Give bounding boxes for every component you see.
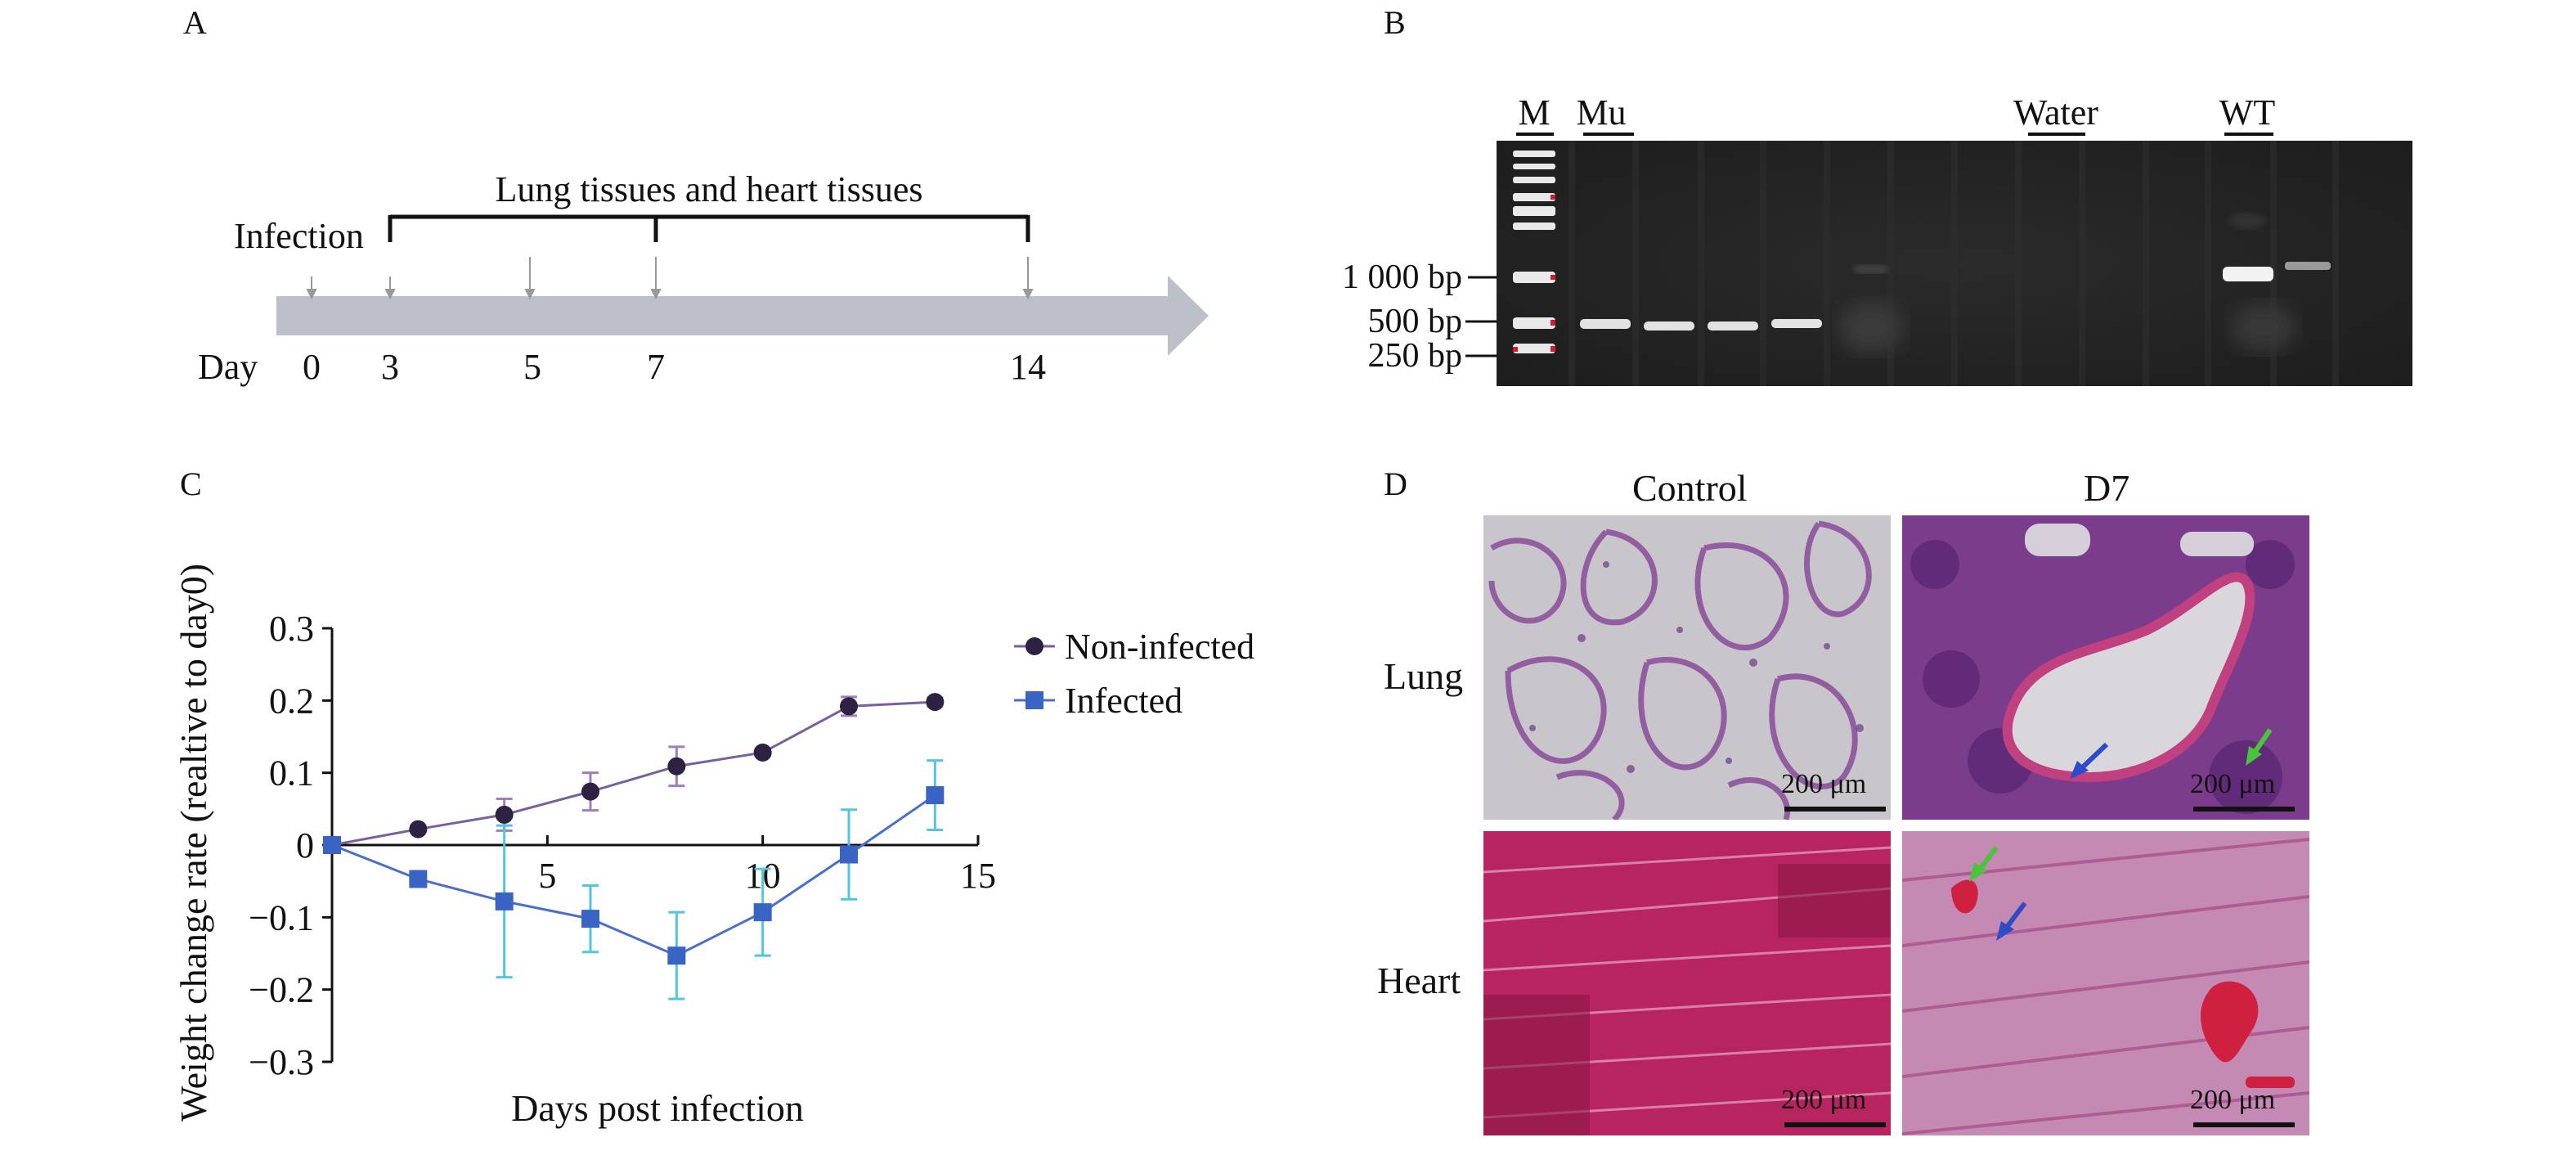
panel-c-letter: C bbox=[180, 465, 202, 502]
y-tick-label: 0 bbox=[296, 825, 314, 866]
data-point bbox=[581, 910, 599, 928]
series-line bbox=[331, 794, 936, 957]
data-point bbox=[667, 757, 686, 776]
y-tick-label: −0.3 bbox=[249, 1042, 314, 1082]
y-tick-label: −0.1 bbox=[249, 897, 314, 937]
day-label: Day bbox=[198, 347, 258, 387]
lane-label-water: Water bbox=[2013, 92, 2098, 133]
chart-axes: 0.30.20.10−0.1−0.2−0.35 10 15 bbox=[249, 609, 996, 1082]
scale-bar-label-d7-heart: 200 μm bbox=[2190, 1085, 2276, 1115]
scale-bar-control-lung bbox=[1784, 807, 1886, 812]
data-point bbox=[667, 946, 686, 965]
y-tick-label: 0.1 bbox=[269, 753, 314, 794]
data-point bbox=[926, 693, 945, 712]
scale-bar-d7-lung bbox=[2193, 807, 2295, 812]
weight-change-chart: 0.30.20.10−0.1−0.2−0.35 10 15 Days post in… bbox=[173, 564, 1254, 1129]
scale-bar-d7-heart bbox=[2193, 1122, 2295, 1127]
data-point bbox=[495, 805, 514, 824]
day-tick-0: 0 bbox=[303, 347, 321, 387]
micrograph-d7-heart bbox=[1902, 831, 2309, 1135]
scale-bar-label-control-lung: 200 μm bbox=[1781, 769, 1867, 799]
x-axis-label: Days post infection bbox=[511, 1087, 804, 1129]
data-point bbox=[409, 820, 428, 839]
day-tick-7: 7 bbox=[647, 347, 665, 387]
scale-bar-label-control-heart: 200 μm bbox=[1781, 1085, 1867, 1115]
legend-label: Infected bbox=[1065, 681, 1183, 721]
legend-marker bbox=[1025, 637, 1043, 655]
day-tick-14: 14 bbox=[1010, 347, 1046, 387]
micrograph-control-lung bbox=[1483, 515, 1891, 820]
column-label-control: Control bbox=[1632, 467, 1748, 509]
micrograph-d7-lung bbox=[1902, 515, 2309, 820]
y-tick-label: 0.2 bbox=[269, 681, 314, 721]
gel-electrophoresis: 1 000 bp 500 bp 250 bp M Mu Water WT bbox=[1342, 92, 2412, 386]
scale-bar-label-d7-lung: 200 μm bbox=[2190, 769, 2276, 799]
x-tick-label: 5 bbox=[538, 856, 556, 896]
lane-label-mu: Mu bbox=[1576, 92, 1626, 133]
infection-label: Infection bbox=[234, 216, 364, 256]
row-label-lung: Lung bbox=[1384, 655, 1464, 697]
x-tick-label: 15 bbox=[960, 856, 996, 896]
size-marker-1000: 1 000 bp bbox=[1342, 259, 1462, 296]
data-point bbox=[840, 697, 858, 716]
data-point bbox=[581, 782, 599, 801]
size-marker-250: 250 bp bbox=[1368, 337, 1463, 375]
timeline-diagram: Lung tissues and heart tissues Infection… bbox=[198, 169, 1209, 387]
data-point bbox=[926, 786, 945, 805]
legend-marker bbox=[1025, 691, 1043, 709]
data-point bbox=[753, 743, 772, 762]
row-label-heart: Heart bbox=[1377, 960, 1461, 1001]
data-point bbox=[753, 903, 772, 922]
lane-label-m: M bbox=[1518, 92, 1550, 133]
data-point bbox=[495, 892, 514, 910]
column-label-d7: D7 bbox=[2084, 467, 2130, 509]
day-tick-3: 3 bbox=[381, 347, 399, 387]
size-marker-500: 500 bp bbox=[1368, 303, 1463, 340]
panel-a-letter: A bbox=[183, 4, 207, 41]
y-tick-label: 0.3 bbox=[269, 609, 314, 649]
day-tick-5: 5 bbox=[523, 347, 541, 387]
data-point bbox=[323, 836, 341, 854]
scale-bar-control-heart bbox=[1784, 1122, 1886, 1127]
panel-b-letter: B bbox=[1384, 4, 1406, 41]
micrograph-control-heart bbox=[1483, 831, 1891, 1135]
tissues-label: Lung tissues and heart tissues bbox=[495, 169, 922, 209]
legend-label: Non-infected bbox=[1065, 627, 1254, 667]
y-tick-label: −0.2 bbox=[249, 970, 314, 1010]
data-point bbox=[840, 845, 858, 864]
chart-legend: Non-infected Infected bbox=[1014, 627, 1254, 721]
series-non-infected bbox=[323, 693, 945, 854]
panel-d-letter: D bbox=[1384, 465, 1407, 502]
lane-label-wt: WT bbox=[2219, 92, 2276, 133]
timeline-arrow bbox=[276, 276, 1209, 356]
chart-series bbox=[323, 693, 945, 1000]
data-point bbox=[409, 870, 428, 888]
series-line bbox=[331, 700, 936, 847]
series-infected bbox=[323, 759, 945, 1000]
y-axis-label: Weight change rate (realtive to day0) bbox=[173, 564, 214, 1122]
